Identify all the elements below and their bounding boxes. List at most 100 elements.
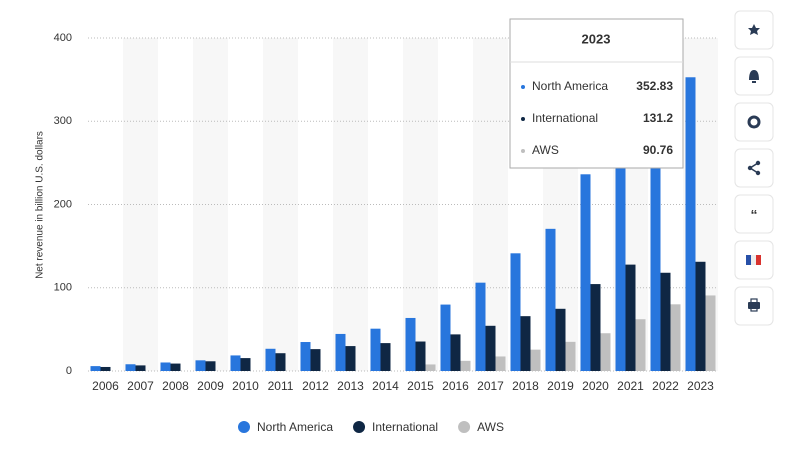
bar xyxy=(345,346,356,371)
flag-red xyxy=(756,255,761,265)
x-tick-label: 2008 xyxy=(162,379,189,393)
y-tick-label: 200 xyxy=(54,198,72,210)
bar xyxy=(380,343,391,371)
bar xyxy=(440,304,451,371)
bell-icon xyxy=(749,70,759,83)
x-tick-label: 2010 xyxy=(232,379,259,393)
x-tick-label: 2021 xyxy=(617,379,644,393)
bar xyxy=(100,366,111,371)
bar xyxy=(135,365,146,371)
bar xyxy=(195,360,206,371)
bar xyxy=(590,284,601,371)
y-tick-label: 0 xyxy=(66,365,72,377)
legend-item: North America xyxy=(238,420,333,434)
tooltip-dot xyxy=(521,149,525,153)
bar xyxy=(240,358,251,371)
bar xyxy=(600,333,611,371)
bar xyxy=(635,319,646,371)
bar xyxy=(705,295,716,371)
bar xyxy=(580,174,591,371)
x-tick-label: 2016 xyxy=(442,379,469,393)
legend-swatch xyxy=(238,421,250,433)
bar xyxy=(510,253,521,371)
print-paper xyxy=(750,298,758,312)
x-tick-label: 2006 xyxy=(92,379,119,393)
bar xyxy=(485,325,496,371)
bar xyxy=(520,316,531,371)
legend-item: International xyxy=(353,420,438,434)
tooltip-box xyxy=(509,18,684,169)
legend-label: North America xyxy=(257,420,333,434)
tooltip-value: 131.2 xyxy=(643,111,673,125)
x-tick-label: 2015 xyxy=(407,379,434,393)
x-tick-label: 2013 xyxy=(337,379,364,393)
bar xyxy=(660,272,671,371)
flag-white xyxy=(751,255,756,265)
legend-label: AWS xyxy=(477,420,504,434)
bar xyxy=(615,138,626,371)
bar xyxy=(415,341,426,371)
bar xyxy=(265,348,276,371)
bar xyxy=(475,282,486,371)
legend-swatch xyxy=(353,421,366,433)
bar xyxy=(425,364,436,371)
bar xyxy=(450,334,461,371)
y-tick-label: 400 xyxy=(54,32,72,44)
x-tick-label: 2018 xyxy=(512,379,539,393)
tooltip-dot xyxy=(521,85,525,89)
x-tick-label: 2014 xyxy=(372,379,399,393)
x-tick-label: 2009 xyxy=(197,379,224,393)
bar xyxy=(205,361,216,371)
column-stripe xyxy=(403,38,438,371)
legend-item: AWS xyxy=(458,420,504,434)
bar xyxy=(90,366,101,371)
column-stripe xyxy=(123,38,158,371)
bar xyxy=(125,364,136,371)
legend-swatch xyxy=(458,421,471,433)
bar xyxy=(695,261,706,371)
bar xyxy=(230,355,241,371)
bar xyxy=(565,341,576,371)
bar xyxy=(370,328,381,371)
bar xyxy=(310,349,321,371)
bar xyxy=(275,353,286,371)
tooltip-dot xyxy=(521,117,525,121)
legend-label: International xyxy=(372,420,438,434)
sidebar-button[interactable] xyxy=(734,148,774,188)
x-tick-label: 2011 xyxy=(268,379,294,393)
bar xyxy=(335,333,346,371)
bar xyxy=(530,349,541,371)
bar xyxy=(460,360,471,371)
tooltip-name: North America xyxy=(532,79,608,93)
sidebar-button[interactable] xyxy=(734,102,774,142)
print-icon xyxy=(748,302,760,309)
x-tick-label: 2020 xyxy=(582,379,609,393)
y-tick-label: 100 xyxy=(54,282,72,294)
bar xyxy=(650,108,661,371)
bar xyxy=(405,317,416,371)
bar xyxy=(160,362,171,371)
bar xyxy=(625,264,636,371)
tooltip: 2023 North America 352.83 International 131.… xyxy=(509,18,684,169)
share-dot xyxy=(755,170,761,176)
share-dot xyxy=(747,165,753,171)
x-tick-label: 2019 xyxy=(547,379,574,393)
quote-icon: “ xyxy=(751,207,758,223)
x-tick-label: 2023 xyxy=(687,379,714,393)
tooltip-title: 2023 xyxy=(582,31,611,46)
bar xyxy=(170,363,181,371)
sidebar-button[interactable] xyxy=(734,194,774,234)
tooltip-name: AWS xyxy=(532,143,559,157)
x-tick-label: 2007 xyxy=(127,379,154,393)
x-tick-label: 2017 xyxy=(477,379,504,393)
flag-blue xyxy=(746,255,751,265)
share-dot xyxy=(755,160,761,166)
bar xyxy=(670,304,681,371)
y-axis-label: Net revenue in billion U.S. dollars xyxy=(35,131,46,279)
tooltip-value: 90.76 xyxy=(643,143,673,157)
tooltip-value: 352.83 xyxy=(636,79,673,93)
tooltip-name: International xyxy=(532,111,598,125)
column-stripe xyxy=(333,38,368,371)
x-tick-label: 2022 xyxy=(652,379,679,393)
